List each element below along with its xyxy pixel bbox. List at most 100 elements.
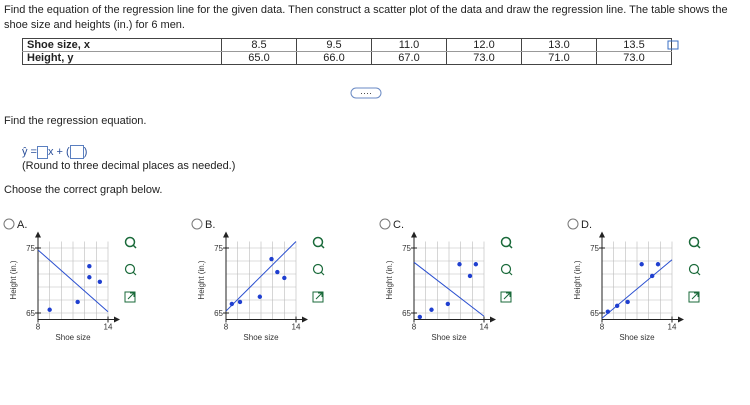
y-tick-label: 75	[214, 244, 223, 253]
expand-arrow	[691, 292, 699, 300]
zoom-out[interactable]	[312, 263, 324, 275]
eq-close: )	[83, 145, 88, 158]
question: Find the equation of the regression line…	[4, 4, 728, 31]
x-tick-label: 8	[224, 323, 229, 332]
table-cell: 73.0	[446, 51, 522, 65]
zoom-out-handle	[696, 271, 701, 276]
prompt: Find the regression equation.	[4, 115, 147, 127]
y-axis-label: Height (in.)	[197, 260, 206, 299]
table-row: Height, y 65.0 66.0 67.0 73.0 71.0 73.0	[22, 51, 672, 65]
regression-line	[413, 261, 485, 317]
point	[429, 307, 434, 312]
zoom-out-handle	[508, 271, 513, 276]
regression-line	[37, 249, 109, 313]
point	[275, 269, 280, 275]
zoom-out[interactable]	[500, 263, 512, 275]
zoom-in-handle	[696, 244, 701, 249]
x-arrow	[302, 316, 308, 323]
x-tick-label: 14	[104, 323, 113, 332]
point	[75, 299, 80, 305]
option-label: B.	[205, 219, 215, 231]
y-tick-label: 65	[26, 309, 35, 318]
equation: ŷ = x + ()	[22, 145, 87, 159]
point	[87, 264, 92, 269]
intercept-input[interactable]	[69, 145, 84, 159]
y-tick-label: 75	[26, 244, 35, 253]
x-arrow	[114, 316, 120, 323]
x-tick-label: 14	[668, 323, 677, 332]
x-axis-label: Shoe size	[431, 333, 467, 342]
point	[473, 262, 479, 267]
option-label: D.	[581, 219, 592, 231]
table-icon[interactable]	[667, 40, 679, 50]
radio[interactable]	[191, 218, 203, 230]
choose: Choose the correct graph below.	[4, 184, 163, 196]
option-label: C.	[393, 219, 404, 231]
x-tick-label: 14	[292, 323, 301, 332]
y-arrow	[411, 231, 417, 238]
point	[445, 301, 451, 307]
zoom-in[interactable]	[688, 236, 700, 248]
zoom-in-handle	[508, 244, 513, 249]
radio[interactable]	[567, 218, 579, 230]
zoom-in[interactable]	[500, 236, 512, 248]
expand-arrow	[503, 292, 511, 300]
zoom-out[interactable]	[688, 263, 700, 275]
expand-arrow	[315, 292, 323, 300]
x-tick-label: 8	[600, 323, 605, 332]
point	[87, 275, 92, 280]
y-axis-label: Height (in.)	[9, 260, 18, 299]
point	[97, 279, 103, 284]
radio[interactable]	[3, 218, 15, 230]
round-note: (Round to three decimal places as needed…	[22, 160, 236, 172]
zoom-in[interactable]	[312, 236, 324, 248]
point	[655, 262, 661, 267]
point	[282, 275, 287, 281]
more-dots: ····	[360, 88, 372, 98]
table-cell: 73.0	[596, 51, 672, 65]
x-axis-label: Shoe size	[55, 333, 91, 342]
table-cell: Height, y	[22, 51, 222, 65]
radio[interactable]	[379, 218, 391, 230]
point	[417, 314, 423, 320]
y-tick-label: 75	[402, 244, 411, 253]
zoom-in[interactable]	[124, 236, 136, 248]
point	[237, 299, 243, 305]
point	[467, 273, 473, 279]
eq-lhs: ŷ =	[22, 145, 37, 158]
y-tick-label: 65	[590, 309, 599, 318]
point	[269, 256, 274, 262]
x-axis-label: Shoe size	[619, 333, 655, 342]
eq-open: (	[66, 145, 70, 158]
y-arrow	[599, 231, 605, 238]
x-axis-label: Shoe size	[243, 333, 279, 342]
point	[47, 307, 52, 312]
point	[625, 299, 630, 305]
expand[interactable]	[500, 291, 512, 303]
x-tick-label: 14	[480, 323, 489, 332]
point	[229, 301, 235, 307]
more-button[interactable]	[350, 87, 382, 99]
data-table: Shoe size, x 8.5 9.5 11.0 12.0 13.0 13.5 Height…	[22, 38, 672, 65]
regression-line	[601, 259, 673, 319]
point	[614, 303, 620, 309]
x-tick-label: 8	[412, 323, 417, 332]
zoom-out-handle	[320, 271, 325, 276]
expand[interactable]	[312, 291, 324, 303]
y-tick-label: 75	[590, 244, 599, 253]
expand[interactable]	[688, 291, 700, 303]
table-cell: 66.0	[296, 51, 372, 65]
zoom-out[interactable]	[124, 263, 136, 275]
point	[457, 262, 462, 267]
x-tick-label: 8	[36, 323, 41, 332]
point	[649, 273, 655, 279]
eq-mid: x +	[47, 145, 63, 158]
point	[605, 309, 611, 314]
y-arrow	[223, 231, 229, 238]
y-axis-label: Height (in.)	[385, 260, 394, 299]
slope-input[interactable]	[36, 145, 48, 159]
option-label: A.	[17, 219, 27, 231]
expand[interactable]	[124, 291, 136, 303]
